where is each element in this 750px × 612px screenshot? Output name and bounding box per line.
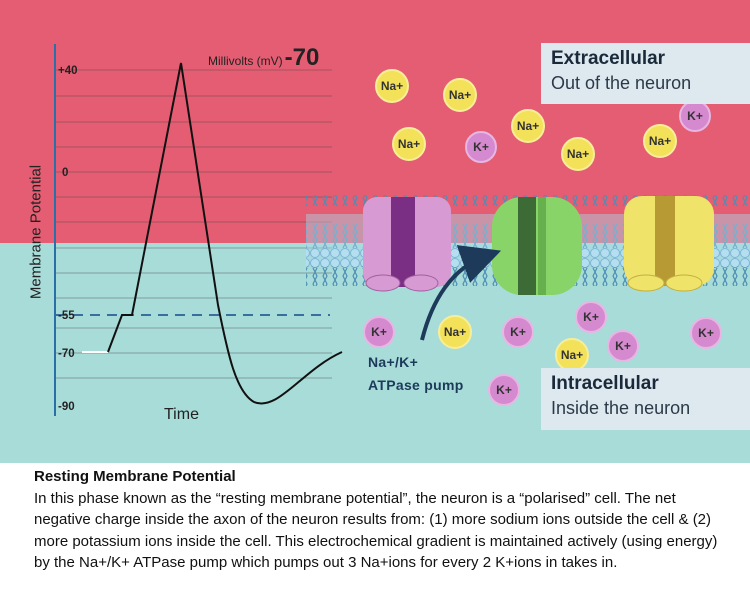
tick-label: -55: [58, 310, 75, 322]
potassium-ion: K+: [503, 317, 533, 347]
tick-label: +40: [58, 65, 78, 77]
pump-label: Na+/K+ ATPase pump: [368, 351, 498, 397]
tick-label: -90: [58, 401, 75, 413]
intracellular-subtitle: Inside the neuron: [551, 396, 740, 420]
potassium-ion: K+: [608, 331, 638, 361]
membrane-voltage-readout: Millivolts (mV)-70: [208, 44, 319, 72]
ion-label: Na+: [449, 88, 471, 102]
sodium-ion: Na+: [644, 125, 676, 157]
ion-label: Na+: [567, 147, 589, 161]
sodium-ion: Na+: [376, 70, 408, 102]
intracellular-title: Intracellular: [551, 372, 740, 396]
ion-label: K+: [687, 109, 703, 123]
extracellular-subtitle: Out of the neuron: [551, 71, 740, 95]
tick-label: -70: [58, 348, 75, 360]
voltage-unit-label: Millivolts (mV): [208, 54, 283, 68]
sodium-potassium-pump: [492, 197, 582, 295]
ion-label: Na+: [649, 134, 671, 148]
sodium-channel: [624, 196, 714, 291]
ion-label: K+: [583, 310, 599, 324]
potassium-ion: K+: [576, 302, 606, 332]
ion-label: K+: [473, 140, 489, 154]
ion-label: K+: [615, 339, 631, 353]
sodium-ion: Na+: [562, 138, 594, 170]
potassium-ion: K+: [691, 318, 721, 348]
caption: Resting Membrane Potential In this phase…: [34, 466, 724, 574]
potassium-ion: K+: [680, 101, 710, 131]
sodium-ion: Na+: [444, 79, 476, 111]
y-axis-label: Membrane Potential: [28, 165, 45, 299]
extracellular-title: Extracellular: [551, 47, 740, 71]
potassium-ion: K+: [466, 132, 496, 162]
x-axis-label: Time: [164, 406, 199, 424]
ion-label: K+: [496, 383, 512, 397]
ion-label: Na+: [517, 119, 539, 133]
extracellular-label: Extracellular Out of the neuron: [541, 43, 750, 104]
ion-label: Na+: [398, 137, 420, 151]
sodium-ion: Na+: [512, 110, 544, 142]
tick-label: 0: [62, 167, 68, 179]
ion-label: K+: [371, 325, 387, 339]
caption-body: In this phase known as the “resting memb…: [34, 488, 724, 574]
ion-label: Na+: [444, 325, 466, 339]
potassium-channel: [363, 197, 451, 291]
potassium-ion: K+: [364, 317, 394, 347]
pump-label-line2: ATPase pump: [368, 374, 498, 397]
ion-label: Na+: [561, 348, 583, 362]
caption-title: Resting Membrane Potential: [34, 466, 724, 488]
ion-label: Na+: [381, 79, 403, 93]
graph-gridlines: [56, 70, 332, 378]
sodium-ion: Na+: [393, 128, 425, 160]
pump-label-line1: Na+/K+: [368, 351, 498, 374]
sodium-ion: Na+: [439, 316, 471, 348]
intracellular-label: Intracellular Inside the neuron: [541, 368, 750, 430]
ion-label: K+: [510, 325, 526, 339]
ion-label: K+: [698, 326, 714, 340]
voltage-value: -70: [285, 44, 320, 71]
sodium-ion: Na+: [556, 339, 588, 371]
